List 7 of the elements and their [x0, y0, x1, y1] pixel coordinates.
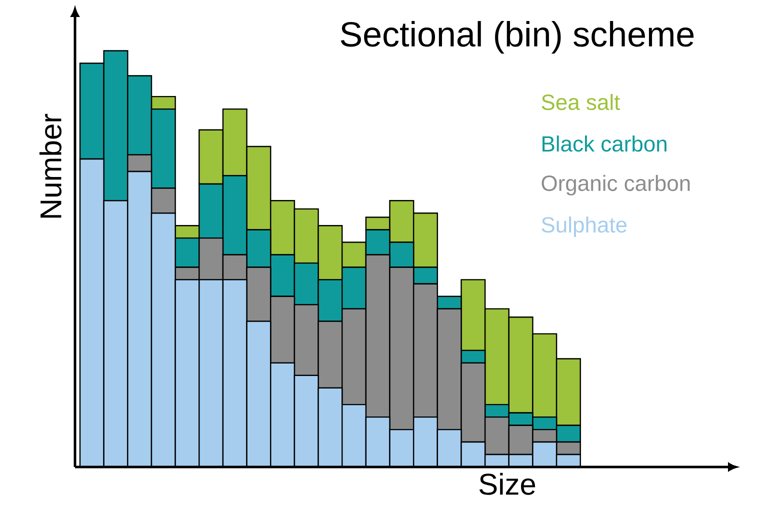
text: Black carbon — [542, 136, 666, 152]
text: Sea salt — [542, 94, 620, 110]
y-axis-title: Number — [39, 114, 62, 218]
text: Organic carbon — [542, 174, 690, 196]
x-axis-title: Size — [479, 472, 536, 495]
text: Sulphate — [542, 216, 627, 238]
chart-title: Sectional (bin) scheme — [340, 21, 694, 54]
